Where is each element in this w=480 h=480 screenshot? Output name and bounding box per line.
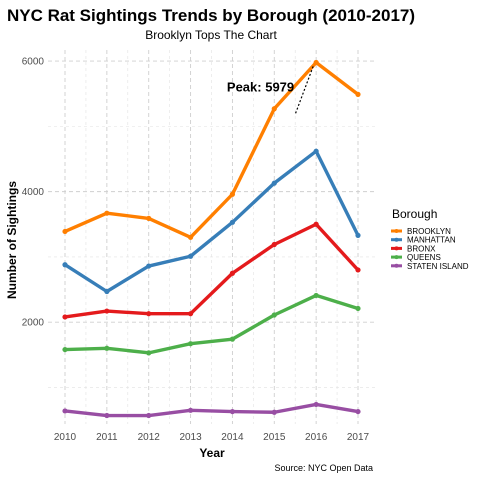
data-point-brooklyn	[62, 229, 67, 234]
data-point-staten-island	[272, 410, 277, 415]
legend-marker-manhattan	[395, 238, 399, 242]
data-point-brooklyn	[314, 60, 319, 65]
data-point-bronx	[188, 311, 193, 316]
legend-label-bronx: BRONX	[407, 244, 436, 253]
data-point-manhattan	[188, 254, 193, 259]
y-tick-label: 4000	[22, 187, 45, 198]
data-point-manhattan	[230, 220, 235, 225]
x-tick-label: 2015	[263, 432, 286, 443]
legend-title: Borough	[392, 207, 437, 221]
y-axis-title: Number of Sightings	[5, 181, 19, 299]
legend-label-staten-island: STATEN ISLAND	[407, 262, 469, 271]
data-point-brooklyn	[188, 235, 193, 240]
x-tick-label: 2010	[54, 432, 77, 443]
x-tick-label: 2014	[221, 432, 244, 443]
data-point-bronx	[62, 314, 67, 319]
legend-label-brooklyn: BROOKLYN	[407, 227, 451, 236]
data-point-queens	[272, 312, 277, 317]
legend-marker-staten-island	[395, 264, 399, 268]
y-axis-ticks: 2000 4000 6000	[22, 57, 45, 329]
data-point-queens	[146, 350, 151, 355]
data-point-manhattan	[62, 262, 67, 267]
data-point-manhattan	[355, 233, 360, 238]
data-point-staten-island	[62, 408, 67, 413]
legend-marker-bronx	[395, 246, 399, 250]
chart-subtitle: Brooklyn Tops The Chart	[145, 28, 277, 42]
data-point-staten-island	[355, 409, 360, 414]
data-point-staten-island	[146, 413, 151, 418]
x-tick-label: 2016	[305, 432, 328, 443]
data-point-queens	[188, 341, 193, 346]
data-point-bronx	[355, 267, 360, 272]
data-point-queens	[355, 306, 360, 311]
data-point-queens	[62, 347, 67, 352]
legend: Borough BROOKLYNMANHATTANBRONXQUEENSSTAT…	[391, 207, 469, 271]
legend-label-manhattan: MANHATTAN	[407, 236, 456, 245]
data-point-staten-island	[314, 402, 319, 407]
data-point-manhattan	[104, 289, 109, 294]
data-point-manhattan	[272, 181, 277, 186]
data-point-staten-island	[230, 409, 235, 414]
data-point-bronx	[104, 308, 109, 313]
data-point-bronx	[272, 242, 277, 247]
legend-marker-queens	[395, 255, 399, 259]
data-point-bronx	[230, 271, 235, 276]
x-tick-label: 2011	[96, 432, 118, 443]
data-point-bronx	[146, 311, 151, 316]
annotation-label: Peak: 5979	[227, 79, 294, 94]
data-point-queens	[104, 346, 109, 351]
data-point-manhattan	[314, 149, 319, 154]
data-point-brooklyn	[146, 216, 151, 221]
data-point-staten-island	[188, 408, 193, 413]
data-point-brooklyn	[230, 192, 235, 197]
data-point-brooklyn	[104, 211, 109, 216]
y-tick-label: 6000	[22, 57, 45, 68]
data-point-manhattan	[146, 263, 151, 268]
x-axis-ticks: 2010 2011 2012 2013 2014 2015 2016 2017	[54, 432, 370, 443]
y-tick-label: 2000	[22, 318, 45, 329]
data-point-queens	[314, 293, 319, 298]
annotation-layer: Peak: 5979	[227, 66, 313, 114]
x-tick-label: 2012	[138, 432, 161, 443]
data-point-brooklyn	[272, 106, 277, 111]
data-point-queens	[230, 337, 235, 342]
caption: Source: NYC Open Data	[274, 463, 373, 473]
x-tick-label: 2013	[179, 432, 202, 443]
legend-label-queens: QUEENS	[407, 253, 441, 262]
x-axis-title: Year	[199, 446, 225, 460]
data-point-brooklyn	[355, 92, 360, 97]
legend-marker-brooklyn	[395, 229, 399, 233]
data-point-bronx	[314, 222, 319, 227]
data-point-staten-island	[104, 413, 109, 418]
chart-title: NYC Rat Sightings Trends by Borough (201…	[7, 6, 415, 25]
x-tick-label: 2017	[347, 432, 370, 443]
